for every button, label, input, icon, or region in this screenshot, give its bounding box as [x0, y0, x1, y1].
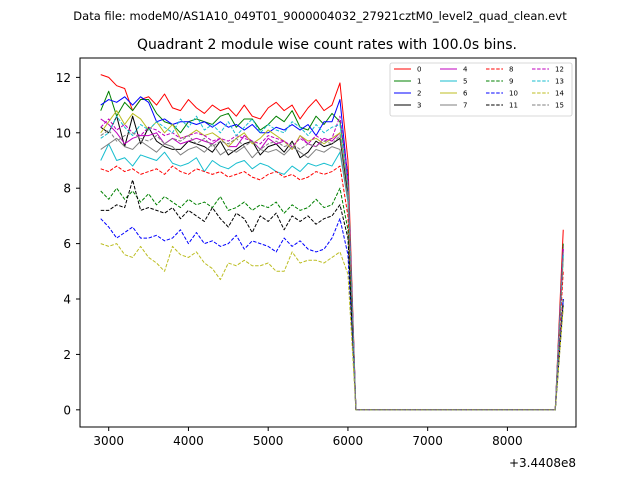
y-tick-label: 12: [56, 71, 71, 85]
y-tick-label: 4: [63, 293, 71, 307]
y-tick-label: 10: [56, 126, 71, 140]
x-tick-label: 3000: [93, 434, 124, 448]
y-tick-label: 8: [63, 182, 71, 196]
x-tick-label: 5000: [253, 434, 284, 448]
series-line-0: [100, 74, 564, 411]
legend-label-5: 5: [463, 78, 467, 86]
series-line-8: [100, 165, 564, 411]
legend-label-3: 3: [417, 102, 421, 110]
legend-label-11: 11: [509, 102, 518, 110]
legend-label-0: 0: [417, 66, 421, 74]
legend-label-13: 13: [555, 78, 564, 86]
x-tick-label: 7000: [412, 434, 443, 448]
y-tick-label: 6: [63, 237, 71, 251]
series-line-14: [100, 243, 564, 411]
legend-label-8: 8: [509, 66, 513, 74]
series-line-9: [100, 187, 564, 411]
chart-suptitle: Data file: modeM0/AS1A10_049T01_90000040…: [73, 9, 567, 23]
axes-frame: [79, 57, 577, 428]
series-line-6: [100, 110, 564, 411]
series-lines: [100, 74, 564, 411]
series-line-5: [100, 143, 564, 411]
y-tick-label: 2: [63, 348, 71, 362]
legend-label-2: 2: [417, 90, 421, 98]
legend-label-1: 1: [417, 78, 421, 86]
x-tick-label: 6000: [333, 434, 364, 448]
series-line-4: [100, 118, 564, 411]
x-tick-label: 8000: [492, 434, 523, 448]
series-line-11: [100, 179, 564, 411]
series-line-13: [100, 115, 564, 411]
series-line-7: [100, 137, 564, 411]
y-tick-label: 0: [63, 403, 71, 417]
legend-label-12: 12: [555, 66, 564, 74]
series-line-15: [100, 129, 564, 411]
legend-label-7: 7: [463, 102, 467, 110]
chart-title: Quadrant 2 module wise count rates with …: [137, 37, 517, 53]
legend-label-4: 4: [463, 66, 468, 74]
x-tick-label: 4000: [173, 434, 204, 448]
x-offset-label: +3.4408e8: [509, 456, 576, 470]
legend-label-10: 10: [509, 90, 518, 98]
series-line-1: [100, 90, 564, 411]
series-line-10: [100, 218, 564, 411]
legend-label-15: 15: [555, 102, 564, 110]
legend-label-6: 6: [463, 90, 468, 98]
legend-frame: [389, 62, 573, 117]
legend-label-14: 14: [555, 90, 564, 98]
legend-label-9: 9: [509, 78, 513, 86]
